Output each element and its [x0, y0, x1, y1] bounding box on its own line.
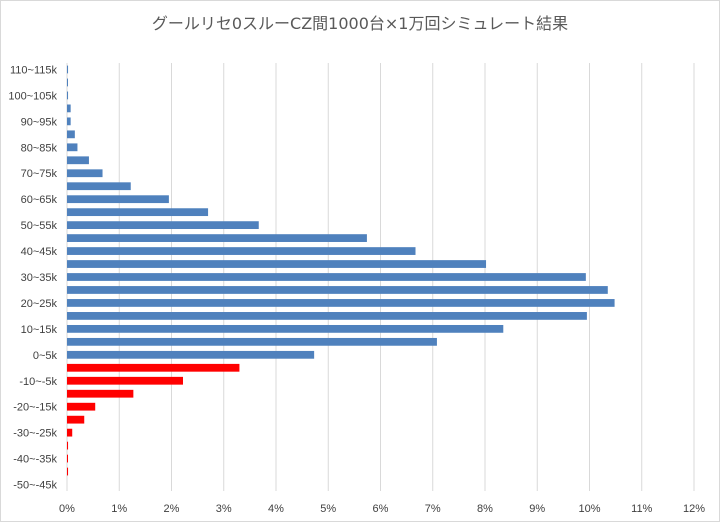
bar — [67, 130, 75, 139]
y-tick-label: -40~-35k — [13, 454, 57, 466]
chart-title: グールリセ0スルーCZ間1000台×1万回シミュレート結果 — [152, 14, 568, 33]
y-tick-label: 90~95k — [21, 116, 58, 128]
x-tick-label: 6% — [373, 503, 389, 515]
bar — [67, 350, 315, 359]
x-tick-label: 3% — [216, 503, 232, 515]
y-tick-label: 50~55k — [21, 220, 58, 232]
bar — [67, 143, 78, 152]
bar — [67, 65, 69, 74]
y-tick-label: 0~5k — [33, 350, 58, 362]
bar — [67, 467, 69, 476]
y-tick-label: 70~75k — [21, 168, 58, 180]
x-tick-label: 1% — [111, 503, 127, 515]
bars — [67, 65, 615, 476]
y-tick-label: 80~85k — [21, 142, 58, 154]
x-tick-label: 12% — [683, 503, 705, 515]
y-tick-label: 20~25k — [21, 298, 58, 310]
bar — [67, 104, 71, 113]
bar — [67, 324, 504, 333]
bar — [67, 415, 85, 424]
y-tick-label: 10~15k — [21, 324, 58, 336]
x-tick-label: 5% — [320, 503, 336, 515]
bar — [67, 260, 487, 268]
bar — [67, 182, 131, 191]
bar — [67, 273, 586, 281]
y-tick-label: -20~-15k — [13, 402, 57, 414]
y-tick-label: -30~-25k — [13, 428, 57, 440]
x-tick-label: 10% — [578, 503, 600, 515]
bar — [67, 428, 73, 437]
bar — [67, 299, 615, 307]
x-tick-label: 4% — [268, 503, 284, 515]
bar — [67, 376, 183, 385]
bar — [67, 363, 240, 372]
y-tick-label: 30~35k — [21, 272, 58, 284]
bar — [67, 286, 608, 294]
bar — [67, 389, 134, 398]
x-tick-label: 0% — [59, 503, 75, 515]
bar — [67, 195, 169, 204]
bar — [67, 234, 367, 242]
y-tick-label: 40~45k — [21, 246, 58, 258]
y-tick-label: 100~105k — [8, 90, 57, 102]
y-tick-label: -50~-45k — [13, 480, 57, 492]
x-tick-label: 11% — [631, 503, 652, 515]
x-tick-label: 9% — [529, 503, 545, 515]
y-tick-label: 110~115k — [10, 64, 57, 76]
bar — [67, 312, 587, 320]
bar — [67, 454, 68, 463]
x-tick-label: 7% — [425, 503, 441, 515]
bar — [67, 78, 68, 87]
y-tick-label: 60~65k — [21, 194, 58, 206]
x-axis-ticks: 0% 1% 2% 3% 4% 5% 6% 7% 8% 9% 10% 11% 12% — [59, 503, 705, 515]
y-tick-label: -10~-5k — [19, 376, 57, 388]
bar — [67, 169, 103, 178]
bar — [67, 337, 437, 346]
bar — [67, 208, 209, 217]
bar — [67, 402, 96, 411]
x-tick-label: 8% — [477, 503, 493, 515]
y-axis-ticks: 110~115k 100~105k 90~95k 80~85k 70~75k 60~65k… — [8, 64, 57, 491]
bar — [67, 221, 259, 230]
x-tick-label: 2% — [164, 503, 180, 515]
bar — [67, 441, 69, 450]
bar — [67, 117, 71, 126]
bar — [67, 156, 89, 165]
bar — [67, 247, 416, 255]
bar — [67, 91, 69, 100]
